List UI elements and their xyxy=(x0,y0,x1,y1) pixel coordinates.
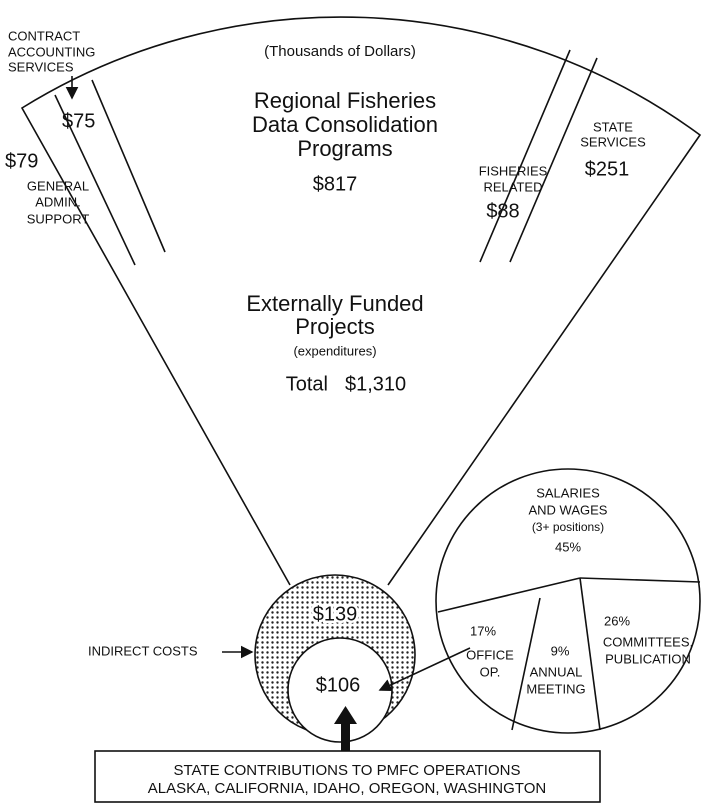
label: OFFICE xyxy=(466,647,514,662)
arrow xyxy=(341,722,350,752)
label: PUBLICATION xyxy=(605,651,691,666)
label: Projects xyxy=(295,314,374,339)
label: CONTRACT xyxy=(8,28,80,43)
divider xyxy=(509,57,598,263)
label: Externally Funded xyxy=(246,291,423,316)
box-text: STATE CONTRIBUTIONS TO PMFC OPERATIONS xyxy=(174,762,521,779)
amount: $1,310 xyxy=(345,373,406,395)
note: (expenditures) xyxy=(293,343,376,358)
percent: 26% xyxy=(604,613,630,628)
divider xyxy=(437,577,581,613)
divider xyxy=(511,597,541,731)
amount: $75 xyxy=(62,110,95,132)
pie xyxy=(435,468,701,734)
label: (3+ positions) xyxy=(532,520,604,534)
label: GENERAL xyxy=(27,178,89,193)
arrow xyxy=(378,647,471,692)
amount: $139 xyxy=(313,603,358,625)
label: SERVICES xyxy=(8,59,74,74)
amount: $106 xyxy=(316,674,361,696)
amount: $79 xyxy=(5,150,38,172)
divider xyxy=(579,577,701,583)
label: MEETING xyxy=(526,681,585,696)
percent: 17% xyxy=(470,623,496,638)
divider xyxy=(91,79,166,253)
amount: $88 xyxy=(486,200,519,222)
box-text: ALASKA, CALIFORNIA, IDAHO, OREGON, WASHI… xyxy=(148,780,546,797)
percent: 9% xyxy=(551,643,570,658)
label: SUPPORT xyxy=(27,211,90,226)
label: SERVICES xyxy=(580,134,646,149)
label: ANNUAL xyxy=(530,664,583,679)
label: SALARIES xyxy=(536,485,600,500)
divider xyxy=(479,49,571,263)
fan-outline xyxy=(20,16,702,586)
label: Regional Fisheries xyxy=(254,88,436,113)
divider xyxy=(54,94,136,266)
arrow xyxy=(334,706,357,724)
amount: $251 xyxy=(585,158,630,180)
label: COMMITTEES, xyxy=(603,634,693,649)
box xyxy=(94,750,601,803)
label: OP. xyxy=(480,664,501,679)
label: Programs xyxy=(297,136,392,161)
label: AND WAGES xyxy=(529,502,608,517)
label: Data Consolidation xyxy=(252,112,438,137)
label: RELATED xyxy=(484,179,543,194)
label: ADMIN. xyxy=(35,194,81,209)
divider xyxy=(579,577,601,731)
label: Total xyxy=(286,373,328,395)
label: ACCOUNTING xyxy=(8,44,95,59)
label: FISHERIES xyxy=(479,163,548,178)
subtitle: (Thousands of Dollars) xyxy=(264,43,416,60)
label: INDIRECT COSTS xyxy=(88,643,198,658)
amount: $817 xyxy=(313,173,358,195)
label: STATE xyxy=(593,119,633,134)
percent: 45% xyxy=(555,539,581,554)
